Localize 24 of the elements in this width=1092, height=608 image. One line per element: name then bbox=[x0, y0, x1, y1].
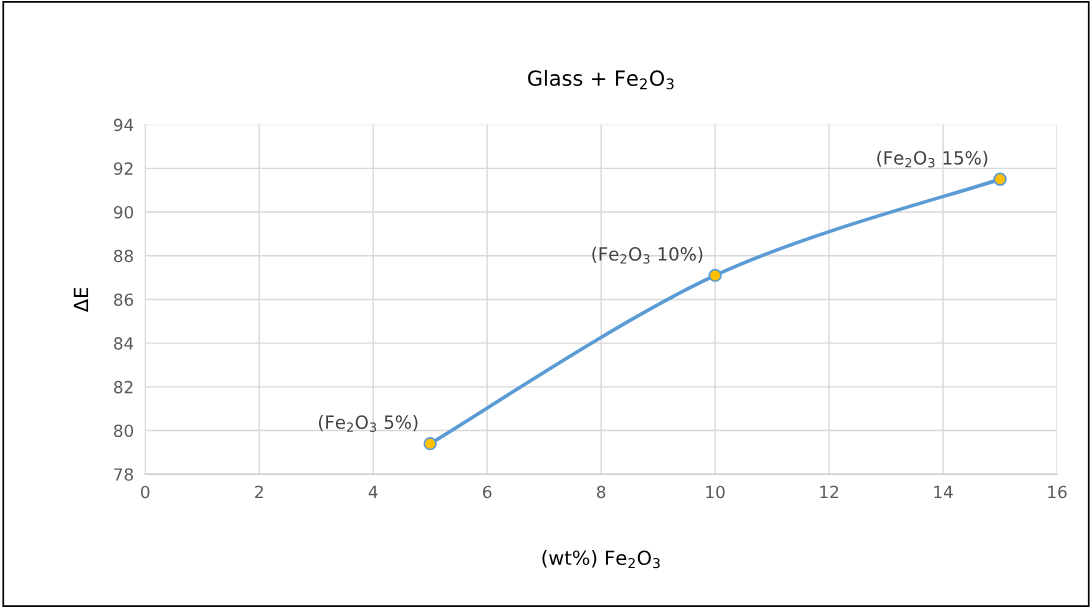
y-tick-label: 92 bbox=[113, 162, 133, 175]
y-tick-label: 84 bbox=[114, 337, 134, 350]
x-tick-label: 16 bbox=[1048, 485, 1067, 499]
annotation: (Fe$_{2}$O$_{3}$ 15%) bbox=[877, 150, 988, 168]
annotation: (Fe$_{2}$O$_{3}$ 10%) bbox=[592, 246, 703, 264]
y-tick-label: 80 bbox=[114, 424, 134, 438]
x-tick-label: 4 bbox=[368, 485, 378, 499]
y-tick-label: 94 bbox=[113, 118, 134, 132]
x-axis-title: (wt%) Fe$_{2}$O$_{3}$ bbox=[542, 550, 660, 569]
x-tick-label: 14 bbox=[934, 485, 953, 499]
annotation: (Fe$_{2}$O$_{3}$ 5%) bbox=[318, 415, 418, 432]
y-tick-label: 88 bbox=[114, 249, 133, 263]
x-tick-label: 10 bbox=[706, 485, 725, 499]
chart-title: Glass + Fe$_{2}$O$_{3}$ bbox=[528, 69, 674, 90]
y-tick-label: 82 bbox=[114, 380, 133, 394]
x-tick-label: 6 bbox=[483, 485, 492, 499]
y-axis-title: ΔE bbox=[73, 287, 89, 313]
x-tick-label: 2 bbox=[255, 485, 263, 499]
x-tick-label: 0 bbox=[141, 485, 150, 499]
x-tick-label: 12 bbox=[820, 485, 839, 499]
y-tick-label: 90 bbox=[113, 206, 134, 219]
y-tick-label: 86 bbox=[114, 293, 134, 307]
x-tick-label: 8 bbox=[596, 485, 606, 499]
y-tick-label: 78 bbox=[114, 468, 133, 481]
